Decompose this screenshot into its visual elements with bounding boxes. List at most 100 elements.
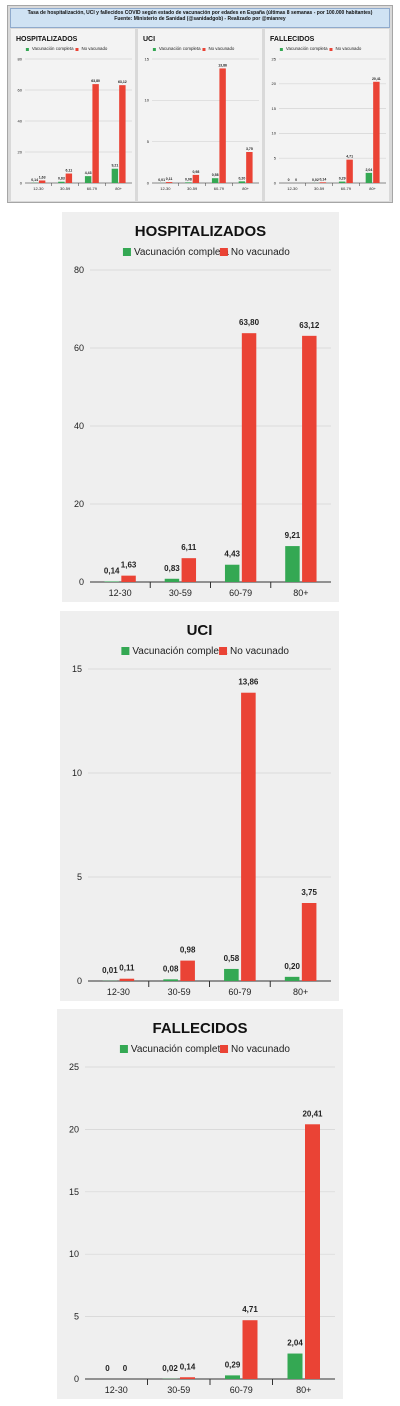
- bar-vaccinated: [365, 172, 373, 183]
- legend-label-unvaccinated: No vacunado: [230, 646, 289, 657]
- bar-unvaccinated: [119, 978, 135, 981]
- y-tick-label: 0: [147, 180, 150, 185]
- data-label: 0,29: [339, 177, 346, 181]
- legend-label-vaccinated: Vacunación completa: [131, 1044, 226, 1055]
- bar-unvaccinated: [180, 960, 195, 981]
- bar-unvaccinated: [301, 903, 317, 981]
- legend-label-unvaccinated: No vacunado: [335, 46, 361, 51]
- data-label: 0: [295, 178, 297, 182]
- overview-title: Tasa de hospitalización, UCI y fallecido…: [27, 10, 373, 16]
- data-label: 0,98: [180, 946, 196, 955]
- chart-title: UCI: [187, 622, 213, 639]
- data-label: 0,14: [31, 178, 38, 182]
- chart-hospitalizados: HOSPITALIZADOS Vacunación completa No vacu…: [62, 212, 339, 602]
- y-tick-label: 10: [69, 1249, 79, 1259]
- chart-title: FALLECIDOS: [152, 1020, 247, 1037]
- x-tick-label: 30-59: [314, 186, 325, 191]
- data-label: 3,75: [301, 888, 317, 897]
- data-label: 3,75: [246, 147, 253, 151]
- data-label: 9,21: [285, 531, 301, 540]
- y-tick-label: 20: [272, 81, 277, 86]
- mini-chart-uci: UCI Vacunación completa No vacunado 0 5 10 15 1…: [138, 29, 262, 201]
- y-tick-label: 0: [20, 180, 23, 185]
- legend-label-vaccinated: Vacunación completa: [132, 646, 227, 657]
- data-label: 0,98: [192, 170, 199, 174]
- x-tick-label: 80+: [296, 1385, 311, 1395]
- bar-vaccinated: [84, 176, 92, 183]
- x-tick-label: 30-59: [167, 1385, 190, 1395]
- data-label: 0,11: [166, 177, 173, 181]
- y-tick-label: 20: [69, 1124, 79, 1134]
- x-tick-label: 80+: [293, 987, 308, 997]
- data-label: 0,11: [119, 964, 135, 973]
- x-tick-label: 12-30: [287, 186, 298, 191]
- legend-swatch-vaccinated: [279, 48, 283, 51]
- y-tick-label: 5: [274, 156, 277, 161]
- x-tick-label: 12-30: [160, 186, 171, 191]
- data-label: 4,43: [85, 171, 92, 175]
- data-label: 4,43: [224, 550, 240, 559]
- bar-unvaccinated: [241, 333, 257, 582]
- data-label: 63,12: [118, 80, 127, 84]
- bar-vaccinated: [211, 178, 219, 183]
- x-tick-label: 80+: [115, 186, 122, 191]
- data-label: 63,12: [299, 321, 320, 330]
- legend-label-vaccinated: Vacunación completa: [159, 46, 201, 51]
- data-label: 20,41: [302, 1109, 323, 1118]
- bar-unvaccinated: [302, 335, 317, 582]
- y-tick-label: 25: [272, 56, 277, 61]
- data-label: 6,11: [181, 543, 197, 552]
- legend-swatch-vaccinated: [25, 48, 29, 51]
- x-tick-label: 80+: [293, 588, 308, 598]
- chart-title: HOSPITALIZADOS: [135, 223, 266, 240]
- data-label: 1,63: [39, 175, 46, 179]
- legend-swatch-vaccinated: [119, 1045, 128, 1053]
- y-tick-label: 15: [145, 56, 150, 61]
- bar-vaccinated: [185, 182, 192, 183]
- x-tick-label: 60-79: [341, 186, 352, 191]
- data-label: 0: [123, 1364, 128, 1373]
- chart-svg: FALLECIDOS Vacunación completa No vacunado…: [69, 1020, 335, 1395]
- bar-unvaccinated: [373, 81, 380, 183]
- mini-chart-svg: UCI Vacunación completa No vacunado 0 5 10 15 1…: [143, 36, 259, 191]
- legend-label-vaccinated: Vacunación completa: [134, 247, 229, 258]
- bar-unvaccinated: [319, 182, 327, 183]
- y-tick-label: 15: [72, 664, 82, 674]
- y-tick-label: 0: [74, 1374, 79, 1384]
- data-label: 0,08: [163, 964, 179, 973]
- x-tick-label: 60-79: [229, 588, 252, 598]
- y-tick-label: 10: [72, 768, 82, 778]
- chart-svg: UCI Vacunación completa No vacunado 0 5 10 15 1…: [72, 622, 331, 997]
- legend-label-unvaccinated: No vacunado: [208, 46, 234, 51]
- overview-source: Fuente: Ministerio de Sanidad (@sanidadg…: [114, 16, 286, 22]
- data-label: 13,86: [238, 678, 259, 687]
- legend-swatch-vaccinated: [152, 48, 156, 51]
- bar-unvaccinated: [242, 1320, 258, 1379]
- bar-unvaccinated: [92, 84, 99, 183]
- data-label: 63,80: [91, 79, 100, 83]
- bar-unvaccinated: [241, 692, 256, 981]
- legend-label-vaccinated: Vacunación completa: [286, 46, 328, 51]
- data-label: 0,14: [104, 566, 120, 575]
- bar-vaccinated: [104, 581, 119, 582]
- legend-label-unvaccinated: No vacunado: [231, 1044, 290, 1055]
- data-label: 0,14: [180, 1362, 196, 1371]
- legend-label-unvaccinated: No vacunado: [81, 46, 107, 51]
- legend-swatch-unvaccinated: [75, 48, 79, 51]
- y-tick-label: 5: [147, 139, 150, 144]
- y-tick-label: 60: [18, 87, 23, 92]
- data-label: 0,20: [238, 176, 245, 180]
- bar-vaccinated: [285, 546, 300, 582]
- bar-unvaccinated: [246, 152, 253, 183]
- x-tick-label: 30-59: [60, 186, 71, 191]
- bar-unvaccinated: [121, 575, 136, 582]
- data-label: 9,21: [111, 164, 118, 168]
- data-label: 0,02: [162, 1364, 178, 1373]
- data-label: 0,01: [102, 966, 118, 975]
- x-tick-label: 60-79: [230, 1385, 253, 1395]
- bar-vaccinated: [111, 168, 119, 183]
- bar-unvaccinated: [192, 174, 200, 183]
- x-tick-label: 30-59: [168, 987, 191, 997]
- x-tick-label: 12-30: [105, 1385, 128, 1395]
- legend-swatch-vaccinated: [121, 647, 130, 655]
